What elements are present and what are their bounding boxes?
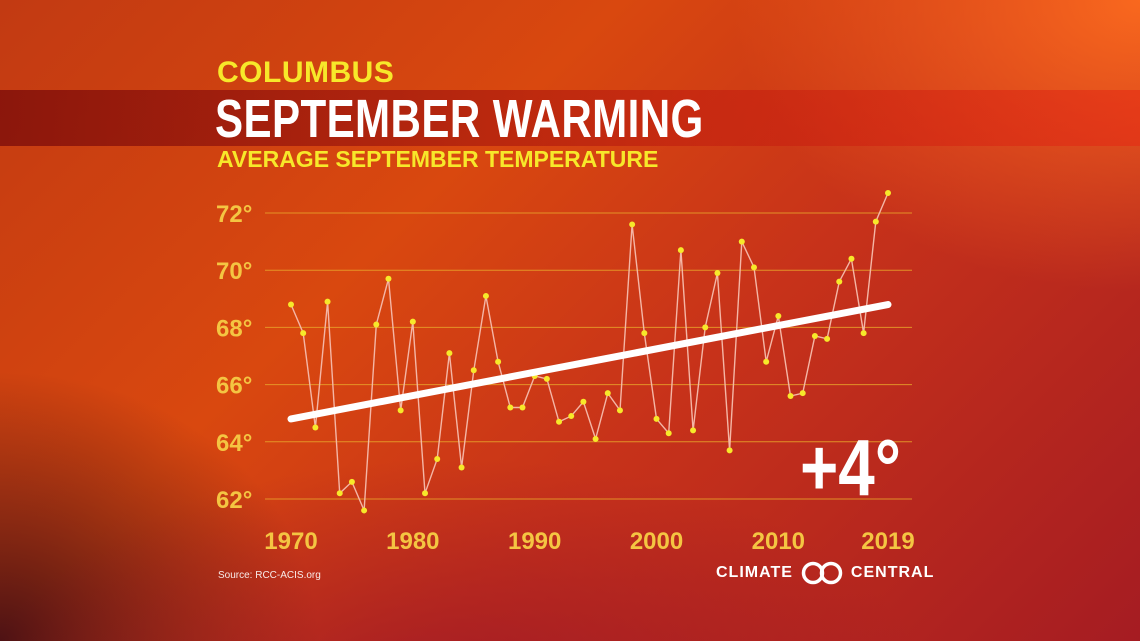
chart-title: SEPTEMBER WARMING [215,89,704,149]
x-axis-ticks: 1970 1980 1990 2000 2010 2019 [264,528,914,555]
data-point [300,330,307,337]
data-point [787,393,794,400]
trend-line [287,301,892,423]
data-point [616,407,623,414]
temperature-change-label: +4° [800,423,902,512]
data-point [604,390,611,397]
data-point [629,221,636,228]
chart-subtitle: AVERAGE SEPTEMBER TEMPERATURE [217,146,659,172]
data-point [726,447,733,454]
data-point [348,478,355,485]
data-point [446,350,453,357]
x-tick-label: 1980 [386,528,439,555]
logo-word-left: CLIMATE [716,564,793,581]
logo-rings-icon [801,561,843,585]
trend-series [287,301,892,423]
data-point [799,390,806,397]
data-point [641,330,648,337]
data-point [848,255,855,262]
data-point [543,375,550,382]
data-point [373,321,380,328]
y-tick-label: 72° [216,201,252,228]
data-point [836,278,843,285]
y-axis-ticks: 62° 64° 66° 68° 70° 72° [216,201,252,514]
data-point [763,358,770,365]
source-text: Source: RCC-ACIS.org [218,570,321,581]
data-point [288,301,294,308]
data-point [519,404,526,411]
data-point [677,247,684,254]
data-point [568,413,575,420]
x-tick-label: 2000 [630,528,683,555]
x-tick-label: 1990 [508,528,561,555]
temperature-series [288,189,891,514]
data-point [750,264,757,271]
data-point [409,318,416,325]
data-point [434,455,441,462]
data-point [775,312,782,319]
data-point [385,275,392,282]
data-point [653,415,660,422]
data-point [312,424,319,431]
data-point [738,238,745,245]
y-tick-label: 66° [216,373,252,400]
data-point [592,435,599,442]
data-point [811,332,818,339]
data-point [458,464,465,471]
data-point [885,189,891,196]
data-point [714,270,721,277]
x-tick-label: 2010 [752,528,805,555]
data-point [690,427,697,434]
data-point [495,358,502,365]
x-tick-label: 1970 [264,528,317,555]
climate-central-logo: CLIMATE CENTRAL [716,560,934,586]
data-point [556,418,563,425]
logo-word-right: CENTRAL [850,564,935,581]
data-point [336,490,343,497]
y-tick-label: 70° [216,258,252,285]
data-point [872,218,879,225]
data-point [860,330,867,337]
data-point [361,507,368,514]
y-tick-label: 68° [216,315,252,342]
data-point [507,404,514,411]
y-tick-label: 64° [216,430,252,457]
data-point [482,292,489,299]
data-point [324,298,331,305]
title-band [0,90,1140,146]
data-point [702,324,709,331]
data-point [397,407,404,414]
data-point [824,335,831,342]
y-tick-label: 62° [216,487,252,514]
city-label: COLUMBUS [217,56,395,89]
series-line [290,192,889,511]
data-point [580,398,587,405]
x-tick-label: 2019 [861,528,914,555]
data-point [665,430,672,437]
data-point [470,367,477,374]
data-point [422,490,429,497]
